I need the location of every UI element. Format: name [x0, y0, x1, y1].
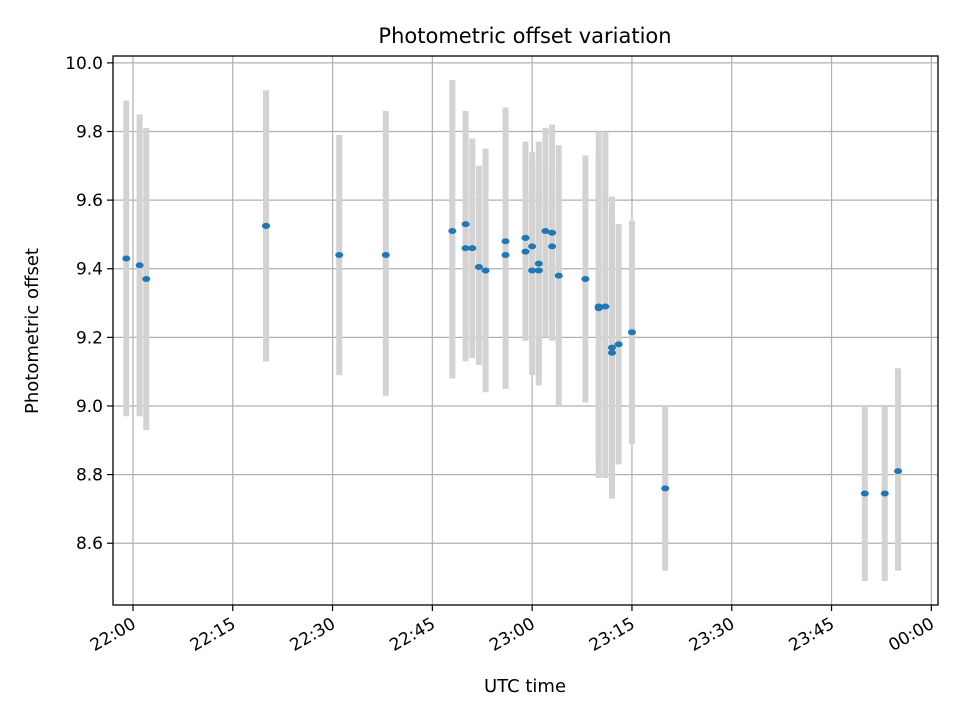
y-tick-label: 10.0: [65, 54, 103, 74]
data-point: [122, 255, 131, 262]
y-axis-title: Photometric offset: [22, 248, 43, 414]
plot-area-frame: [112, 55, 939, 606]
data-point: [521, 248, 530, 255]
data-point: [528, 243, 537, 250]
data-point: [627, 329, 636, 336]
data-point: [581, 276, 590, 283]
data-point: [335, 252, 344, 259]
data-point: [541, 227, 550, 234]
data-point: [614, 341, 623, 348]
data-points: [122, 221, 903, 497]
data-point: [607, 349, 616, 356]
data-point: [461, 245, 470, 252]
y-tick-label: 9.4: [76, 260, 103, 280]
y-tick-label: 9.2: [76, 328, 103, 348]
data-point: [860, 490, 869, 497]
data-point: [601, 303, 610, 310]
data-point: [481, 267, 490, 274]
data-point: [534, 260, 543, 267]
x-axis-title: UTC time: [484, 676, 566, 697]
y-tick-label: 9.6: [76, 191, 103, 211]
data-point: [661, 485, 670, 492]
data-point: [607, 344, 616, 351]
data-point: [548, 243, 557, 250]
data-point: [594, 303, 603, 310]
data-point: [142, 276, 151, 283]
data-point: [880, 490, 889, 497]
data-point: [468, 245, 477, 252]
data-point: [448, 227, 457, 234]
data-point: [135, 262, 144, 269]
data-point: [554, 272, 563, 279]
y-axis-ticks: 8.6 8.8 9.0 9.2 9.4 9.6 9.8 10.0: [65, 54, 113, 554]
data-point: [521, 234, 530, 241]
chart-title: Photometric offset variation: [378, 24, 671, 48]
data-point: [501, 252, 510, 259]
y-tick-label: 9.0: [76, 397, 103, 417]
data-point: [501, 238, 510, 245]
y-tick-label: 8.6: [76, 534, 103, 554]
y-tick-label: 9.8: [76, 122, 103, 142]
data-point: [894, 468, 903, 475]
data-point: [534, 267, 543, 274]
data-point: [262, 222, 271, 229]
data-point: [548, 229, 557, 236]
data-point: [381, 252, 390, 259]
data-point: [528, 267, 537, 274]
data-point: [461, 221, 470, 228]
y-tick-label: 8.8: [76, 466, 103, 486]
data-point: [474, 264, 483, 271]
